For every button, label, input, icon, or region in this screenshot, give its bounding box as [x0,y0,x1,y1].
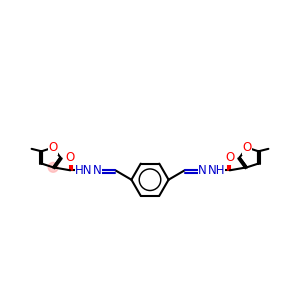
Text: N: N [198,164,207,177]
Text: O: O [242,141,251,154]
Text: O: O [225,151,234,164]
Text: HN: HN [75,164,93,177]
Text: NH: NH [207,164,225,177]
Circle shape [48,162,58,172]
Text: O: O [66,151,75,164]
Text: N: N [93,164,102,177]
Text: O: O [49,141,58,154]
